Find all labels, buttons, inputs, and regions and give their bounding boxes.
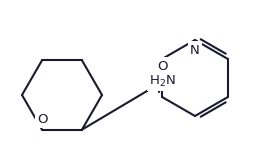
Text: O: O	[37, 113, 47, 126]
Text: O: O	[158, 60, 168, 72]
Text: H$_2$N: H$_2$N	[149, 74, 175, 88]
Text: N: N	[190, 44, 200, 57]
